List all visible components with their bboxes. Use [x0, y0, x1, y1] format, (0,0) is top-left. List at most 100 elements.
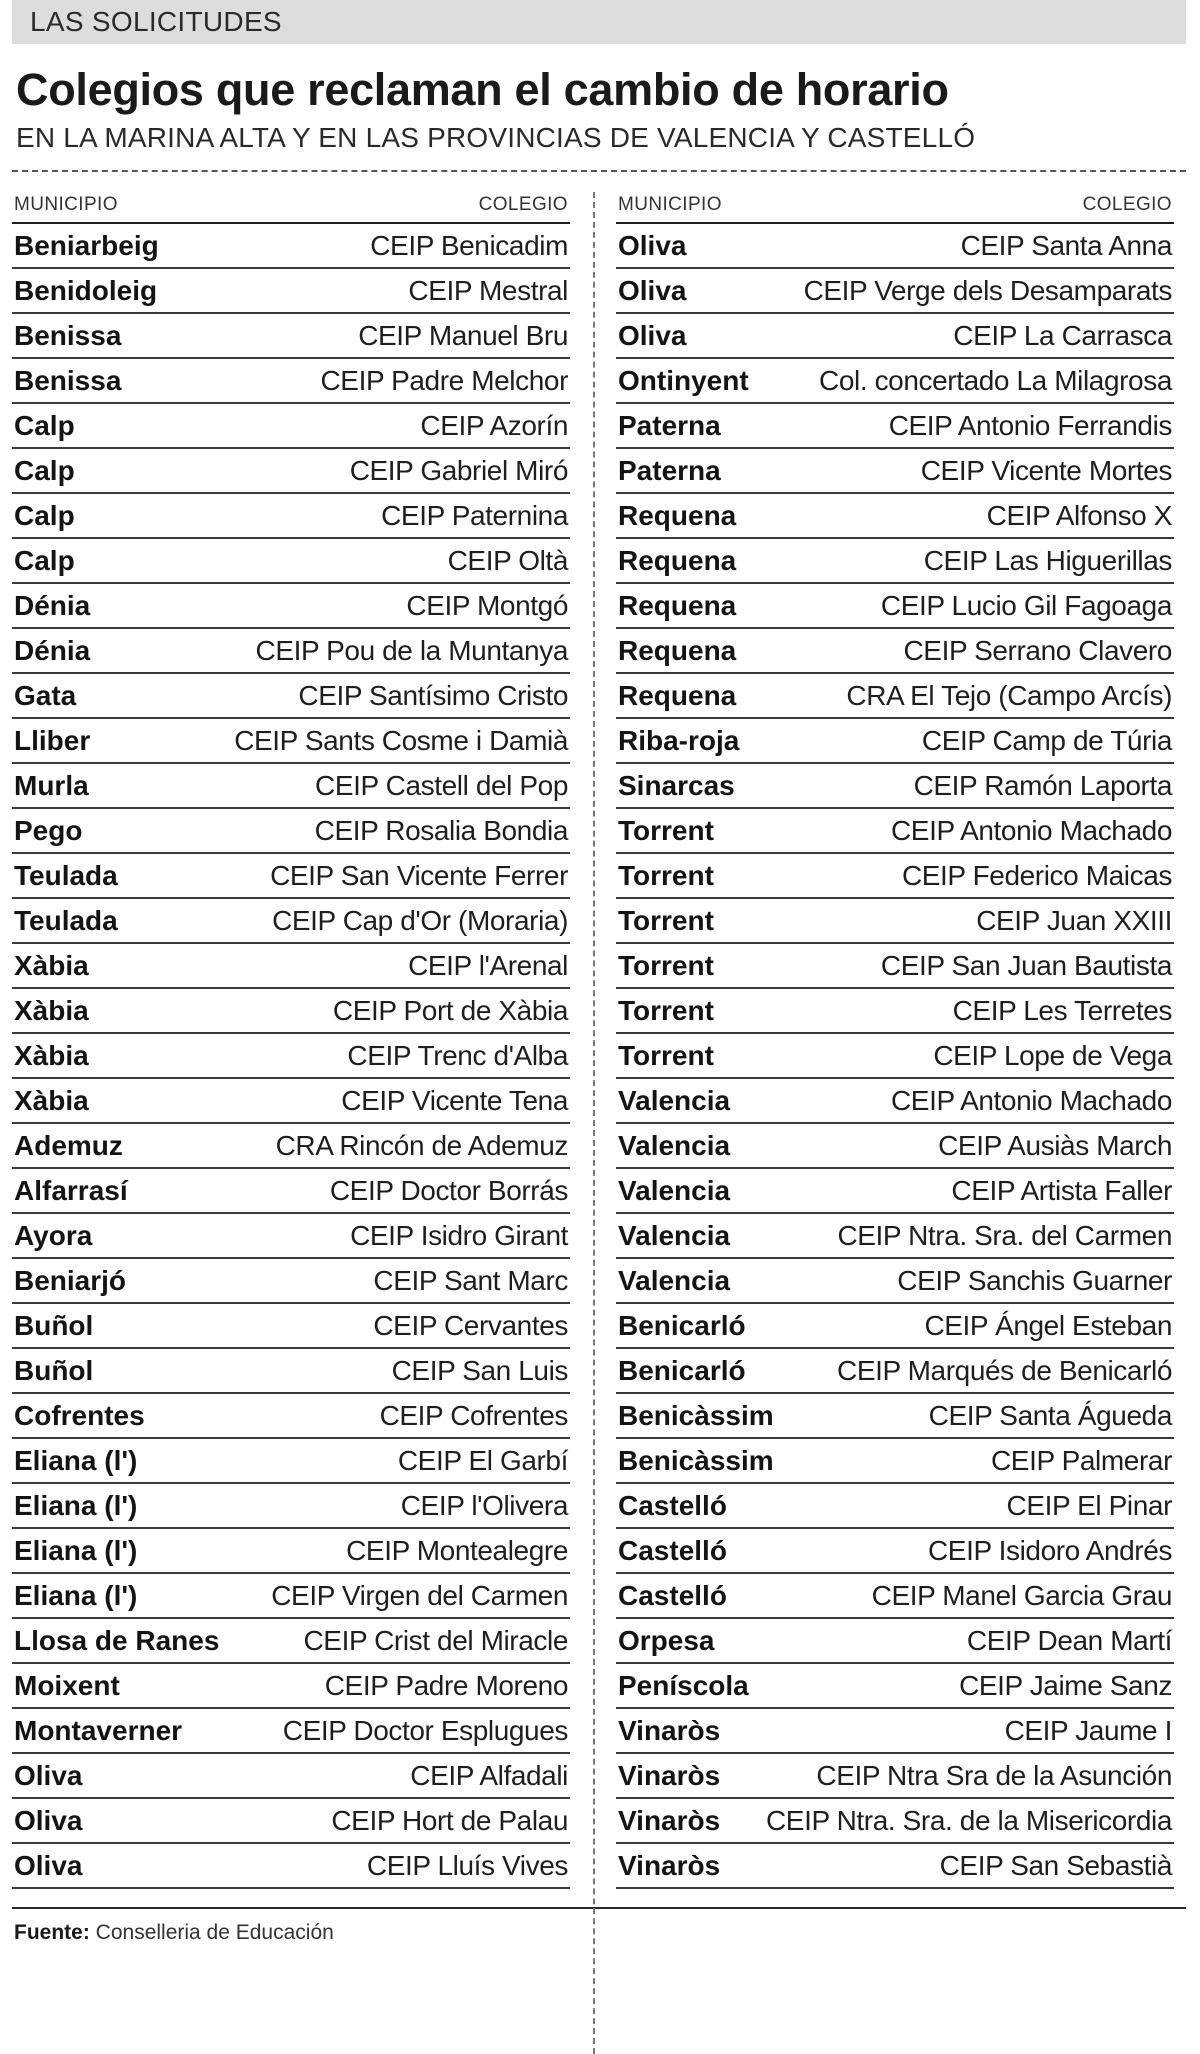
municipio-cell: Castelló	[618, 1579, 727, 1611]
table-row: Torrent CEIP Juan XXIII	[616, 899, 1174, 944]
colegio-cell: CEIP La Carrasca	[953, 319, 1172, 351]
municipio-cell: Requena	[618, 499, 737, 531]
table-row: Torrent CEIP Lope de Vega	[616, 1034, 1174, 1079]
colegio-cell: CEIP San Vicente Ferrer	[270, 859, 568, 891]
colegio-cell: CEIP Antonio Machado	[890, 1084, 1172, 1116]
colegio-cell: CEIP Antonio Machado	[890, 814, 1172, 846]
municipio-cell: Peníscola	[618, 1669, 749, 1701]
municipio-cell: Montaverner	[14, 1714, 183, 1746]
table-row: Vinaròs CEIP Ntra. Sra. de la Misericordi…	[616, 1799, 1174, 1844]
colegio-cell: CEIP Gabriel Miró	[349, 454, 569, 486]
municipio-cell: Eliana (l')	[14, 1579, 138, 1611]
table-rows: Beniarbeig CEIP Benicadim Benidoleig CEIP M…	[12, 222, 570, 1889]
municipio-cell: Vinaròs	[618, 1714, 721, 1746]
municipio-cell: Benicàssim	[618, 1444, 774, 1476]
municipio-cell: Benissa	[14, 364, 122, 396]
municipio-cell: Benissa	[14, 319, 122, 351]
municipio-cell: Murla	[14, 769, 89, 801]
colegio-cell: CEIP Vicente Mortes	[920, 454, 1173, 486]
municipio-cell: Teulada	[14, 859, 118, 891]
municipio-cell: Eliana (l')	[14, 1534, 138, 1566]
colegio-cell: CEIP Virgen del Carmen	[271, 1579, 568, 1611]
table-row: Vinaròs CEIP Ntra Sra de la Asunción	[616, 1754, 1174, 1799]
colegio-cell: CEIP Camp de Túria	[921, 724, 1173, 756]
table-row: Oliva CEIP La Carrasca	[616, 314, 1174, 359]
municipio-cell: Benicarló	[618, 1354, 746, 1386]
municipio-cell: Xàbia	[14, 994, 89, 1026]
colegio-cell: CEIP Les Terretes	[952, 994, 1173, 1026]
colegio-cell: CEIP Montealegre	[346, 1534, 568, 1566]
municipio-cell: Eliana (l')	[14, 1489, 138, 1521]
colegio-cell: CEIP Ntra Sra de la Asunción	[816, 1759, 1172, 1791]
table-row: Xàbia CEIP Vicente Tena	[12, 1079, 570, 1124]
colegio-cell: CEIP Mestral	[408, 274, 568, 306]
source-text: Conselleria de Educación	[95, 1921, 334, 1944]
table-row: Ayora CEIP Isidro Girant	[12, 1214, 570, 1259]
colegio-cell: CEIP Antonio Ferrandis	[888, 409, 1173, 441]
page-subtitle: EN LA MARINA ALTA Y EN LAS PROVINCIAS DE…	[16, 122, 976, 153]
section-label: LAS SOLICITUDES	[30, 6, 282, 37]
dashed-divider	[12, 170, 1186, 172]
municipio-cell: Buñol	[14, 1354, 94, 1386]
table-row: Vinaròs CEIP San Sebastià	[616, 1844, 1174, 1889]
municipio-cell: Oliva	[618, 274, 687, 306]
colegio-cell: CEIP Benicadim	[370, 229, 568, 261]
table-row: Oliva CEIP Lluís Vives	[12, 1844, 570, 1889]
municipio-cell: Beniarjó	[14, 1264, 127, 1296]
municipio-cell: Benidoleig	[14, 274, 158, 306]
table-row: Calp CEIP Paternina	[12, 494, 570, 539]
column-header: MUNICIPIO COLEGIO	[12, 188, 570, 216]
colegio-cell: CEIP Crist del Miracle	[303, 1624, 568, 1656]
table-row: Dénia CEIP Montgó	[12, 584, 570, 629]
table-row: Benicarló CEIP Ángel Esteban	[616, 1304, 1174, 1349]
table-row: Calp CEIP Gabriel Miró	[12, 449, 570, 494]
colegio-cell: CEIP Cap d'Or (Moraria)	[272, 904, 568, 936]
table-row: Castelló CEIP El Pinar	[616, 1484, 1174, 1529]
colegio-cell: CEIP Ramón Laporta	[913, 769, 1173, 801]
colegio-cell: CEIP Marqués de Benicarló	[837, 1354, 1172, 1386]
colegio-cell: CEIP Manel Garcia Grau	[871, 1579, 1173, 1611]
table-row: Castelló CEIP Manel Garcia Grau	[616, 1574, 1174, 1619]
table-row: Eliana (l') CEIP Virgen del Carmen	[12, 1574, 570, 1619]
table-row: Pego CEIP Rosalia Bondia	[12, 809, 570, 854]
colegio-cell: CEIP Azorín	[420, 409, 568, 441]
table-row: Riba-roja CEIP Camp de Túria	[616, 719, 1174, 764]
colegio-cell: CEIP Las Higuerillas	[923, 544, 1173, 576]
table-row: Montaverner CEIP Doctor Esplugues	[12, 1709, 570, 1754]
table-row: Vinaròs CEIP Jaume I	[616, 1709, 1174, 1754]
municipio-cell: Teulada	[14, 904, 118, 936]
table-row: Torrent CEIP Antonio Machado	[616, 809, 1174, 854]
colegio-cell: CEIP Ausiàs March	[938, 1129, 1172, 1161]
municipio-cell: Castelló	[618, 1534, 727, 1566]
table-row: Eliana (l') CEIP El Garbí	[12, 1439, 570, 1484]
municipio-cell: Paterna	[618, 454, 721, 486]
colegio-cell: CEIP Paternina	[381, 499, 568, 531]
municipio-cell: Castelló	[618, 1489, 727, 1521]
colegio-cell: CEIP Artista Faller	[951, 1174, 1172, 1206]
colegio-cell: CEIP San Juan Bautista	[880, 949, 1172, 981]
colegio-cell: CEIP El Garbí	[397, 1444, 569, 1476]
header-colegio: COLEGIO	[478, 194, 568, 215]
municipio-cell: Beniarbeig	[14, 229, 159, 261]
colegio-cell: CEIP Lluís Vives	[366, 1849, 569, 1881]
municipio-cell: Calp	[14, 454, 75, 486]
colegio-cell: CRA Rincón de Ademuz	[275, 1129, 569, 1161]
municipio-cell: Vinaròs	[618, 1804, 721, 1836]
table-rows: Oliva CEIP Santa Anna Oliva CEIP Verge dels…	[616, 222, 1174, 1889]
table-row: Dénia CEIP Pou de la Muntanya	[12, 629, 570, 674]
colegio-cell: CEIP Sant Marc	[373, 1264, 568, 1296]
table-row: Torrent CEIP Federico Maicas	[616, 854, 1174, 899]
colegio-cell: CEIP Verge dels Desamparats	[803, 274, 1173, 306]
municipio-cell: Xàbia	[14, 1039, 89, 1071]
municipio-cell: Valencia	[618, 1174, 731, 1206]
table-row: Eliana (l') CEIP Montealegre	[12, 1529, 570, 1574]
table-row: Sinarcas CEIP Ramón Laporta	[616, 764, 1174, 809]
table-row: Gata CEIP Santísimo Cristo	[12, 674, 570, 719]
municipio-cell: Oliva	[618, 229, 687, 261]
source-note: Fuente: Conselleria de Educación	[14, 1921, 1186, 1945]
table-row: Calp CEIP Oltà	[12, 539, 570, 584]
municipio-cell: Requena	[618, 634, 737, 666]
table-row: Calp CEIP Azorín	[12, 404, 570, 449]
table-row: Alfarrasí CEIP Doctor Borrás	[12, 1169, 570, 1214]
colegio-cell: CEIP El Pinar	[1006, 1489, 1173, 1521]
